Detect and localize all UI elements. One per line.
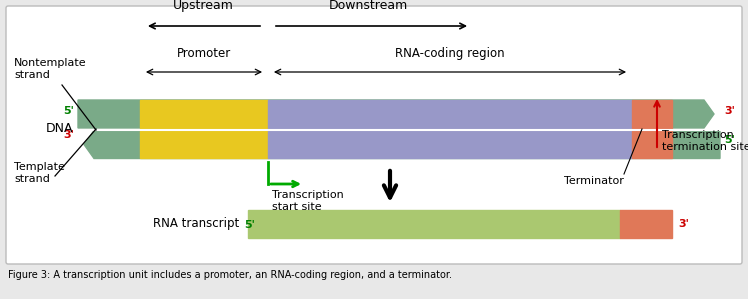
Text: Figure 3: A transcription unit includes a promoter, an RNA-coding region, and a : Figure 3: A transcription unit includes … <box>8 270 452 280</box>
Text: Transcription
start site: Transcription start site <box>272 190 344 212</box>
Bar <box>268 100 632 128</box>
Text: Promoter: Promoter <box>177 47 231 60</box>
Bar <box>268 131 632 158</box>
Bar <box>140 131 268 158</box>
Text: RNA transcript: RNA transcript <box>153 217 243 231</box>
Text: Terminator: Terminator <box>564 176 624 186</box>
Text: 3': 3' <box>724 106 735 116</box>
Text: Upstream: Upstream <box>173 0 233 12</box>
Bar <box>632 131 672 158</box>
Text: DNA: DNA <box>46 123 73 135</box>
Text: 3': 3' <box>678 219 689 229</box>
Text: Nontemplate
strand: Nontemplate strand <box>14 58 87 80</box>
Text: 3': 3' <box>63 130 74 140</box>
Text: Transcription
termination site: Transcription termination site <box>662 130 748 152</box>
Text: RNA-coding region: RNA-coding region <box>395 47 505 60</box>
FancyBboxPatch shape <box>6 6 742 264</box>
Text: 5': 5' <box>244 220 255 230</box>
Text: Downstream: Downstream <box>328 0 408 12</box>
Bar <box>620 210 672 238</box>
Text: Template
strand: Template strand <box>14 162 65 184</box>
Text: 5': 5' <box>724 135 735 145</box>
Bar <box>140 100 268 128</box>
FancyArrow shape <box>78 100 714 128</box>
FancyArrow shape <box>84 130 720 158</box>
Text: 5': 5' <box>63 106 74 116</box>
Bar <box>248 210 620 238</box>
Bar <box>632 100 672 128</box>
